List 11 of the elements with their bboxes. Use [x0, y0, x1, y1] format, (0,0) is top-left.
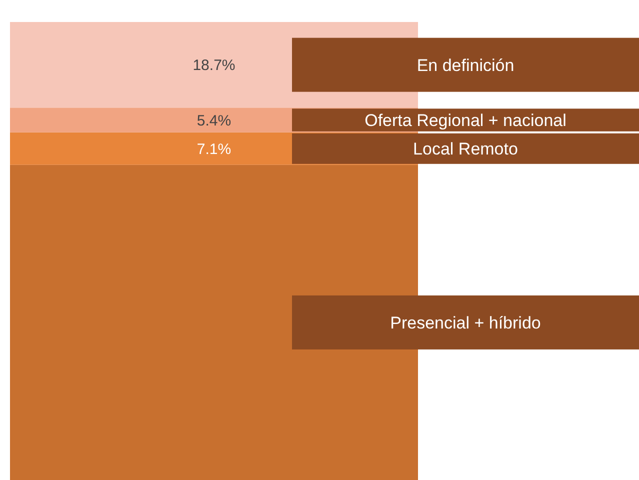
- label-tag: Local Remoto: [292, 133, 639, 164]
- label-tag: Oferta Regional + nacional: [292, 108, 639, 132]
- series-label: Local Remoto: [413, 140, 518, 159]
- data-label: 7.1%: [196, 140, 232, 158]
- data-label: 5.4%: [196, 112, 232, 130]
- data-label: 18.7%: [192, 57, 236, 74]
- series-label: Oferta Regional + nacional: [364, 110, 566, 130]
- series-label: Presencial + híbrido: [390, 313, 541, 332]
- series-label: En definición: [416, 56, 514, 75]
- label-tag: Presencial + híbrido: [292, 295, 639, 350]
- label-tag: En definición: [292, 38, 639, 92]
